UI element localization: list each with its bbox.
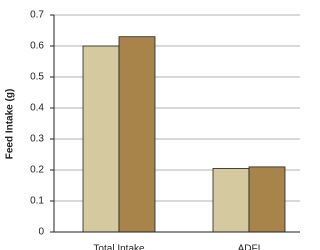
bar — [118, 36, 156, 233]
bar — [212, 168, 250, 233]
x-tick-label: Total Intake — [93, 244, 145, 250]
y-tick-label: 0.2 — [30, 165, 44, 176]
y-tick-label: 0.6 — [30, 41, 44, 52]
bar — [82, 45, 120, 233]
y-tick-label: 0.3 — [30, 134, 44, 145]
y-tick-label: 0.1 — [30, 196, 44, 207]
bar — [248, 166, 286, 233]
chart: Feed Intake (g) 0 0.1 0.2 0.3 0.4 0.5 0.6 0.7 To… — [5, 10, 300, 250]
y-axis-label: Feed Intake (g) — [5, 89, 16, 160]
x-tick-label: ADFI — [238, 244, 261, 250]
y-tick-label: 0.7 — [30, 10, 44, 21]
y-tick-label: 0 — [38, 227, 44, 238]
page: {"chart_data": {"type": "bar", "y_label"… — [4, 9, 300, 250]
y-tick-label: 0.5 — [30, 72, 44, 83]
y-tick-label: 0.4 — [30, 103, 44, 114]
